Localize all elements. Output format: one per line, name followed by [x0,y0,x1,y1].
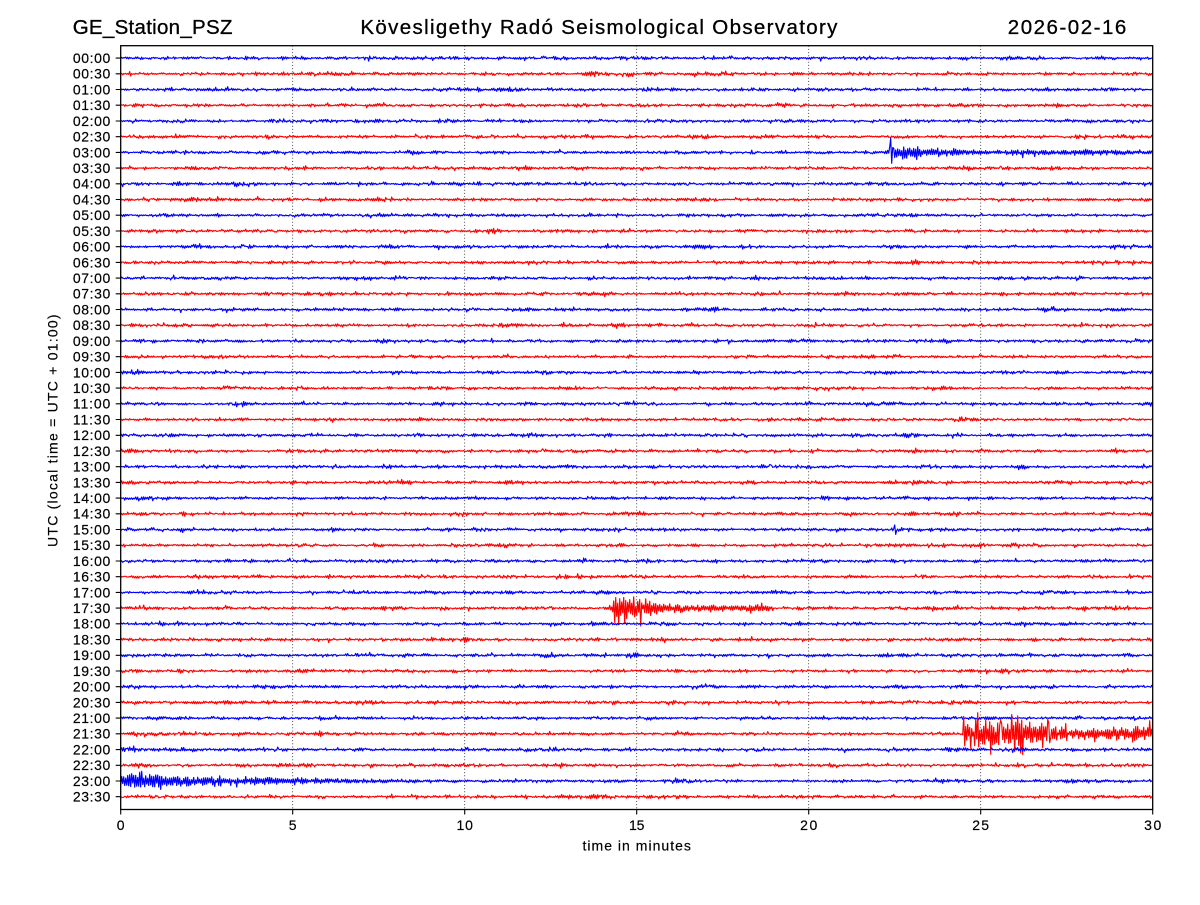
svg-text:UTC (local time = UTC + 01:00): UTC (local time = UTC + 01:00) [44,314,60,547]
svg-text:00:30: 00:30 [73,66,111,82]
svg-text:20:30: 20:30 [73,694,111,710]
svg-text:10:30: 10:30 [73,380,111,396]
svg-text:02:00: 02:00 [73,113,111,129]
svg-text:22:30: 22:30 [73,757,111,773]
svg-text:21:00: 21:00 [73,710,111,726]
svg-text:23:00: 23:00 [73,773,111,789]
svg-text:08:00: 08:00 [73,301,111,317]
svg-text:0: 0 [117,817,125,833]
svg-text:05:00: 05:00 [73,207,111,223]
svg-text:06:30: 06:30 [73,254,111,270]
svg-text:09:30: 09:30 [73,349,111,365]
svg-text:04:30: 04:30 [73,191,111,207]
svg-text:05:30: 05:30 [73,223,111,239]
svg-text:25: 25 [972,817,989,833]
svg-text:11:00: 11:00 [73,396,111,412]
svg-text:00:00: 00:00 [73,50,111,66]
svg-text:01:30: 01:30 [73,97,111,113]
svg-text:15:30: 15:30 [73,537,111,553]
svg-text:10: 10 [456,817,473,833]
svg-text:time in minutes: time in minutes [583,838,691,854]
svg-text:03:00: 03:00 [73,144,111,160]
svg-text:08:30: 08:30 [73,317,111,333]
svg-text:23:30: 23:30 [73,789,111,805]
svg-text:16:00: 16:00 [73,553,111,569]
svg-text:14:00: 14:00 [73,490,111,506]
svg-text:15:00: 15:00 [73,521,111,537]
svg-text:10:00: 10:00 [73,364,111,380]
svg-text:20: 20 [800,817,817,833]
svg-text:03:30: 03:30 [73,160,111,176]
svg-text:13:00: 13:00 [73,459,111,475]
svg-text:19:00: 19:00 [73,647,111,663]
svg-text:14:30: 14:30 [73,506,111,522]
svg-text:21:30: 21:30 [73,726,111,742]
svg-text:12:30: 12:30 [73,443,111,459]
svg-text:2026-02-16: 2026-02-16 [1008,16,1127,39]
svg-text:19:30: 19:30 [73,663,111,679]
svg-text:09:00: 09:00 [73,333,111,349]
svg-text:Kövesligethy Radó Seismologica: Kövesligethy Radó Seismological Observat… [360,16,838,39]
svg-text:17:30: 17:30 [73,600,111,616]
svg-text:12:00: 12:00 [73,427,111,443]
svg-text:15: 15 [629,817,645,833]
svg-text:07:00: 07:00 [73,270,111,286]
svg-text:04:00: 04:00 [73,176,111,192]
svg-text:GE_Station_PSZ: GE_Station_PSZ [73,16,233,39]
svg-text:01:00: 01:00 [73,81,111,97]
svg-text:30: 30 [1144,817,1161,833]
svg-text:18:30: 18:30 [73,632,111,648]
svg-text:11:30: 11:30 [73,411,111,427]
svg-text:02:30: 02:30 [73,129,111,145]
svg-text:06:00: 06:00 [73,239,111,255]
svg-text:5: 5 [289,817,297,833]
svg-text:17:00: 17:00 [73,584,111,600]
svg-text:22:00: 22:00 [73,742,111,758]
svg-text:20:00: 20:00 [73,679,111,695]
svg-text:18:00: 18:00 [73,616,111,632]
svg-text:16:30: 16:30 [73,569,111,585]
svg-text:13:30: 13:30 [73,474,111,490]
svg-text:07:30: 07:30 [73,286,111,302]
